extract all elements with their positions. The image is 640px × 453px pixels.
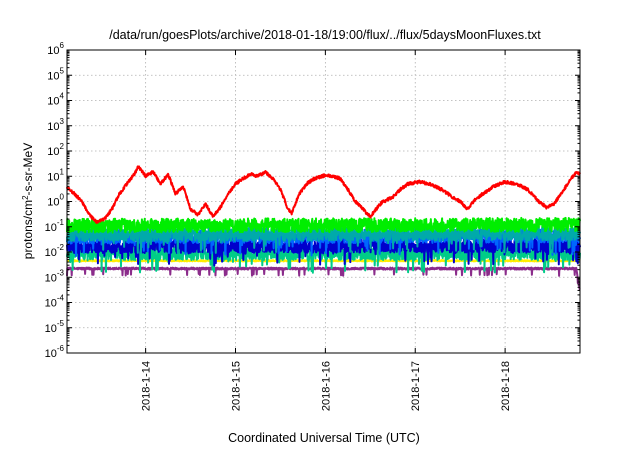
chart-title: /data/run/goesPlots/archive/2018-01-18/1…: [109, 28, 541, 42]
y-tick-label: 10-1: [45, 218, 65, 234]
y-tick-exponent: 0: [60, 193, 65, 202]
x-tick-label: 2018-1-18: [500, 361, 512, 411]
y-tick-exponent: 2: [60, 142, 65, 151]
y-tick-base: 10: [45, 222, 57, 234]
y-tick-label: 100: [47, 193, 64, 209]
y-tick-exponent: -3: [57, 268, 65, 277]
axes-layer: 10-610-510-410-310-210-11001011021031041…: [45, 41, 580, 411]
y-tick-base: 10: [47, 197, 59, 209]
x-tick-label: 2018-1-17: [410, 361, 422, 411]
y-label-sup: 2: [21, 195, 30, 200]
y-tick-exponent: -4: [57, 294, 65, 303]
y-tick-base: 10: [45, 247, 57, 259]
y-tick-label: 10-6: [45, 344, 65, 360]
y-tick-exponent: 4: [60, 92, 65, 101]
x-tick-label: 2018-1-15: [231, 361, 243, 411]
y-axis-label: protons/cm2-s-sr-MeV: [21, 143, 35, 259]
y-tick-base: 10: [47, 171, 59, 183]
y-tick-label: 105: [47, 66, 64, 82]
y-tick-exponent: 6: [60, 41, 65, 50]
series-layer: [66, 165, 581, 291]
y-tick-label: 10-2: [45, 243, 65, 259]
y-tick-label: 101: [47, 167, 64, 183]
x-tick-label: 2018-1-16: [320, 361, 332, 411]
y-tick-label: 106: [47, 41, 64, 57]
x-tick-label: 2018-1-14: [141, 361, 153, 411]
y-tick-base: 10: [45, 298, 57, 310]
y-tick-exponent: -2: [57, 243, 65, 252]
y-tick-label: 103: [47, 117, 64, 133]
y-tick-exponent: 1: [60, 167, 65, 176]
series-line: [66, 266, 581, 291]
y-tick-exponent: -5: [57, 319, 65, 328]
y-tick-label: 10-5: [45, 319, 65, 335]
y-tick-exponent: -6: [57, 344, 65, 353]
y-tick-label: 104: [47, 92, 64, 108]
series-line: [66, 165, 581, 224]
y-tick-label: 102: [47, 142, 64, 158]
y-tick-exponent: 3: [60, 117, 65, 126]
x-axis-label: Coordinated Universal Time (UTC): [228, 431, 420, 445]
y-tick-base: 10: [45, 323, 57, 335]
y-tick-label: 10-4: [45, 294, 65, 310]
y-tick-base: 10: [45, 348, 57, 360]
y-tick-exponent: 5: [60, 66, 65, 75]
y-label-part-2: -s-sr-MeV: [21, 143, 35, 196]
y-label-part-1: protons/cm: [21, 200, 35, 259]
y-tick-base: 10: [45, 272, 57, 284]
y-tick-base: 10: [47, 96, 59, 108]
y-tick-base: 10: [47, 146, 59, 158]
y-tick-base: 10: [47, 121, 59, 133]
series-line: [66, 216, 581, 234]
y-tick-base: 10: [47, 45, 59, 57]
grid-layer: [67, 50, 580, 353]
y-tick-exponent: -1: [57, 218, 65, 227]
y-tick-label: 10-3: [45, 268, 65, 284]
y-tick-base: 10: [47, 70, 59, 82]
